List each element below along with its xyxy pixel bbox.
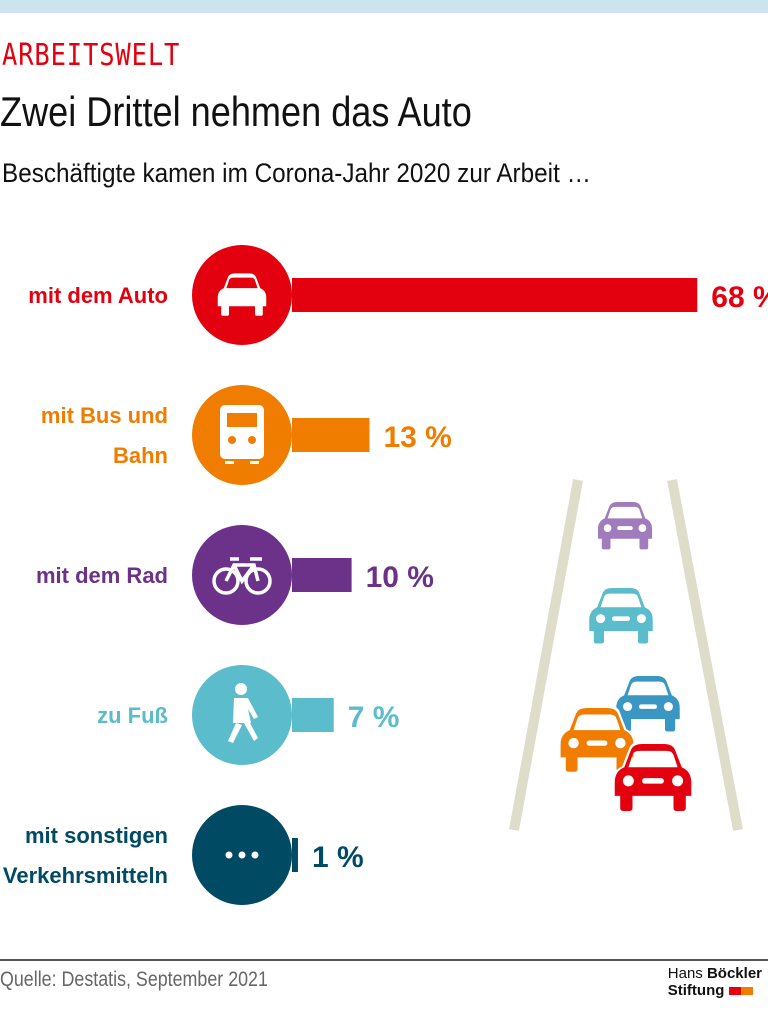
pedestrian-icon xyxy=(228,683,258,743)
road-edge-left xyxy=(509,479,583,831)
car-icon xyxy=(616,676,680,732)
value-label: 1 % xyxy=(312,841,364,874)
category-label: mit dem Rad xyxy=(36,563,168,588)
bicycle-icon xyxy=(212,557,272,595)
bar-chart: 68 % mit dem Auto 13 % mit Bus und Bahn 10 % m… xyxy=(3,245,768,905)
bar xyxy=(292,418,370,452)
value-label: 68 % xyxy=(711,281,768,314)
bar xyxy=(292,838,298,872)
bar-row: 13 % mit Bus und Bahn xyxy=(41,385,452,485)
top-bar xyxy=(0,0,768,13)
bar-row: 7 % zu Fuß xyxy=(97,665,399,765)
category-label: zu Fuß xyxy=(97,703,168,728)
source-note: Quelle: Destatis, September 2021 xyxy=(0,968,268,991)
bar-row: 1 % mit sonstigen Verkehrsmitteln xyxy=(3,805,364,905)
hans-boeckler-logo: Hans Böckler Stiftung xyxy=(668,965,762,999)
value-label: 13 % xyxy=(383,421,451,454)
bar xyxy=(292,278,698,312)
car-icon xyxy=(589,588,653,644)
bus-icon xyxy=(220,405,264,464)
subtitle: Beschäftigte kamen im Corona-Jahr 2020 z… xyxy=(2,158,591,188)
value-label: 7 % xyxy=(348,701,400,734)
page-title: Zwei Drittel nehmen das Auto xyxy=(0,88,472,135)
logo-text: Stiftung xyxy=(667,982,725,999)
category-label: mit sonstigen xyxy=(25,823,168,848)
bar xyxy=(292,698,334,732)
value-label: 10 % xyxy=(366,561,434,594)
bar-row: 10 % mit dem Rad xyxy=(36,525,434,625)
logo-text: Hans xyxy=(667,965,703,982)
footer-divider xyxy=(0,959,768,961)
bar-row: 68 % mit dem Auto xyxy=(28,245,768,345)
category-label: Verkehrsmitteln xyxy=(3,863,168,888)
kicker: ARBEITSWELT xyxy=(2,38,181,73)
car-icon xyxy=(597,502,653,550)
ellipsis-icon xyxy=(225,851,259,859)
category-label: mit Bus und xyxy=(41,403,168,428)
category-circle xyxy=(192,525,292,625)
category-label: mit dem Auto xyxy=(28,283,168,308)
logo-text: Böckler xyxy=(706,965,762,982)
road-edge-right xyxy=(667,479,743,831)
road-illustration xyxy=(509,479,743,831)
bar xyxy=(292,558,352,592)
category-label: Bahn xyxy=(113,443,168,468)
